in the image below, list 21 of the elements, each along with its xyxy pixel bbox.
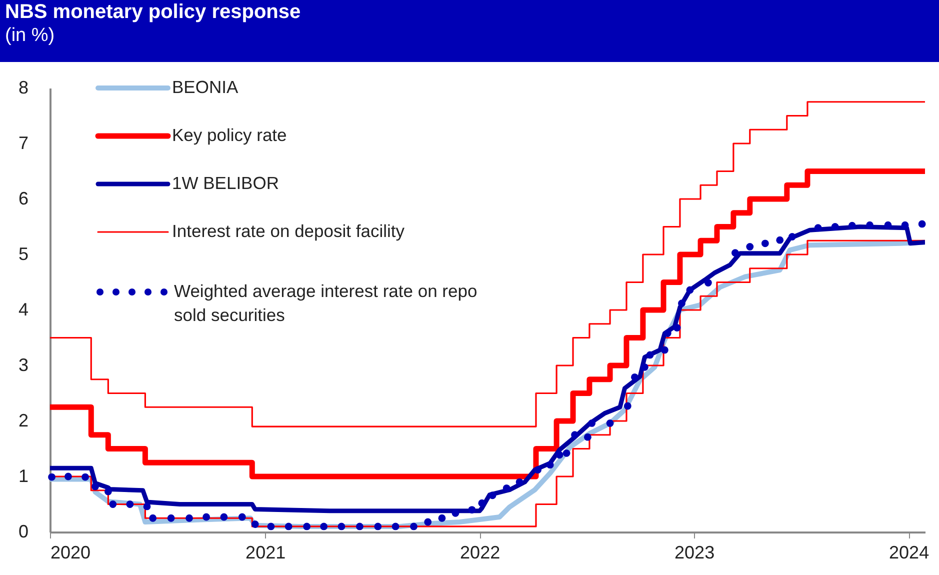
legend-label: Interest rate on deposit facility [172, 221, 405, 241]
y-tick-label: 3 [18, 355, 28, 375]
legend-label: BEONIA [172, 77, 238, 97]
y-tick-label: 4 [18, 300, 28, 320]
y-tick-label: 8 [18, 78, 28, 98]
legend-label: Key policy rate [172, 125, 287, 145]
x-tick-label: 2024 [889, 542, 930, 562]
y-tick-label: 5 [18, 244, 28, 264]
legend-label: Weighted average interest rate on repo sold securities [174, 281, 478, 325]
y-tick-label: 7 [18, 133, 28, 153]
legend-label: 1W BELIBOR [172, 173, 279, 193]
x-tick-label: 2021 [246, 542, 286, 562]
y-tick-label: 0 [18, 522, 28, 542]
chart-subtitle: (in %) [5, 25, 55, 46]
y-tick-label: 2 [18, 410, 28, 430]
y-tick-label: 6 [18, 188, 28, 208]
x-tick-label: 2023 [674, 542, 715, 562]
y-tick-label: 1 [18, 466, 28, 486]
x-tick-label: 2022 [460, 542, 500, 562]
chart-title: NBS monetary policy response [5, 1, 301, 23]
x-tick-label: 2020 [50, 542, 91, 562]
